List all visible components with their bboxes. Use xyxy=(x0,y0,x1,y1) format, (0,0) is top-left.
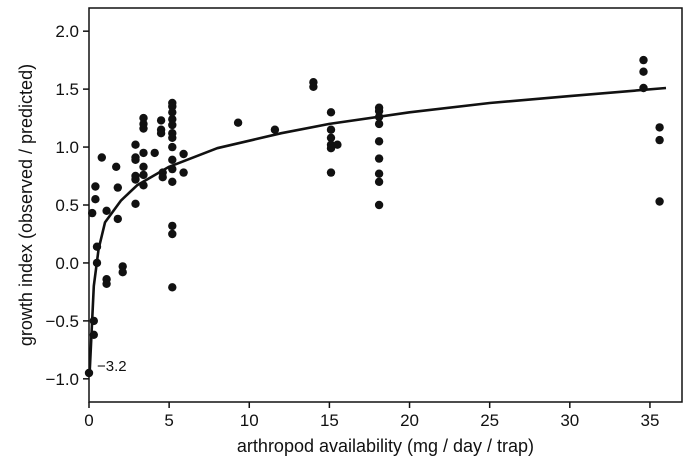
x-axis-title: arthropod availability (mg / day / trap) xyxy=(237,436,534,456)
data-point xyxy=(89,330,99,339)
data-point xyxy=(168,102,177,111)
plot-frame xyxy=(88,7,683,403)
data-points xyxy=(84,55,664,378)
x-tick-label: 25 xyxy=(480,411,499,430)
x-tick-label: 15 xyxy=(320,411,339,430)
y-tick-label: 0.0 xyxy=(55,254,79,273)
y-tick-label: −1.0 xyxy=(45,370,79,389)
data-point xyxy=(655,197,664,206)
data-point xyxy=(326,108,336,117)
data-point xyxy=(655,123,664,132)
data-point xyxy=(333,140,342,149)
x-tick-label: 0 xyxy=(84,411,93,430)
data-point xyxy=(374,154,384,163)
data-point xyxy=(374,137,384,146)
x-tick-label: 35 xyxy=(640,411,659,430)
y-tick-label: −0.5 xyxy=(45,312,79,331)
data-point xyxy=(168,229,177,239)
x-tick-label: 10 xyxy=(240,411,259,430)
data-point xyxy=(309,82,318,92)
data-point xyxy=(118,262,127,271)
data-point xyxy=(131,140,140,149)
data-point xyxy=(91,195,100,204)
data-point xyxy=(92,258,102,268)
data-point xyxy=(89,316,99,326)
data-point xyxy=(102,206,111,215)
data-point xyxy=(655,135,664,145)
y-tick-label: 1.5 xyxy=(55,80,79,99)
data-point xyxy=(91,182,100,191)
data-point xyxy=(92,242,102,251)
x-axis-ticks: 0 5 10 15 20 25 30 35 xyxy=(84,402,659,430)
data-point xyxy=(158,173,167,182)
data-point xyxy=(326,168,336,177)
data-point xyxy=(156,129,166,138)
data-point xyxy=(139,148,148,158)
data-point xyxy=(179,168,188,177)
data-point xyxy=(131,155,140,164)
data-point xyxy=(179,149,188,159)
data-point xyxy=(131,199,140,208)
data-point xyxy=(168,155,177,164)
data-point xyxy=(168,120,177,130)
data-point xyxy=(639,83,648,93)
data-point xyxy=(168,142,177,152)
fit-curve-layer xyxy=(88,86,667,370)
data-point xyxy=(84,368,94,378)
fit-curve xyxy=(88,86,667,370)
data-point xyxy=(168,133,177,142)
x-tick-label: 30 xyxy=(560,411,579,430)
data-point xyxy=(168,164,177,174)
annotation-label: −3.2 xyxy=(97,358,127,375)
data-point xyxy=(113,214,123,224)
data-point xyxy=(168,108,177,117)
y-tick-label: 0.5 xyxy=(55,196,79,215)
data-point xyxy=(326,133,336,142)
data-point xyxy=(139,170,148,180)
y-tick-label: 2.0 xyxy=(55,22,79,41)
y-axis-ticks: −1.0 −0.5 0.0 0.5 1.0 1.5 2.0 xyxy=(45,22,89,389)
data-point xyxy=(150,148,159,158)
data-point xyxy=(112,162,121,171)
data-point xyxy=(374,112,384,122)
data-point xyxy=(156,116,166,125)
data-point xyxy=(326,125,336,134)
data-point xyxy=(88,208,97,218)
plot-border xyxy=(88,7,683,403)
data-point xyxy=(139,113,148,123)
data-point xyxy=(168,115,177,124)
data-point xyxy=(113,183,123,192)
data-point xyxy=(374,177,384,186)
data-point xyxy=(168,177,177,186)
data-point xyxy=(374,119,384,129)
data-point xyxy=(326,144,336,153)
data-point xyxy=(131,175,140,184)
data-point xyxy=(374,106,384,116)
y-axis-title: growth index (observed / predicted) xyxy=(16,64,36,346)
data-point xyxy=(374,169,384,178)
data-point xyxy=(168,283,177,292)
data-point xyxy=(118,268,127,277)
y-tick-label: 1.0 xyxy=(55,138,79,157)
data-point xyxy=(639,55,648,65)
data-point xyxy=(374,200,384,210)
data-point xyxy=(102,279,111,288)
x-tick-label: 20 xyxy=(400,411,419,430)
x-tick-label: 5 xyxy=(164,411,173,430)
data-point xyxy=(168,221,177,231)
data-point xyxy=(139,124,148,133)
data-point xyxy=(139,162,148,171)
data-point xyxy=(139,181,148,190)
data-point xyxy=(639,67,648,76)
data-point xyxy=(97,153,107,162)
data-point xyxy=(270,125,280,134)
data-point xyxy=(233,118,243,127)
